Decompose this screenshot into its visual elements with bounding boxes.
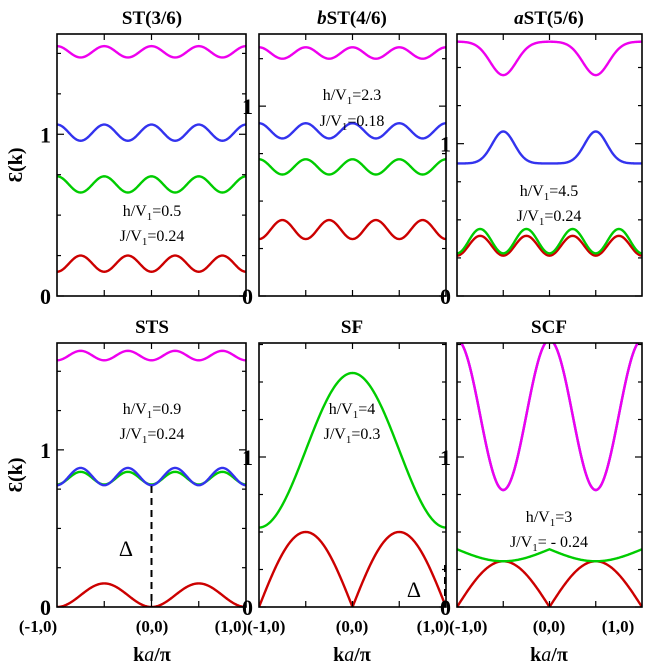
gap-delta-label: Δ bbox=[119, 536, 133, 561]
panel-title-text: ST(3/6) bbox=[122, 8, 182, 29]
panel-title: ST(3/6) bbox=[122, 8, 182, 29]
parameter-annotation: J/V1= - 0.24 bbox=[510, 534, 588, 554]
series-line bbox=[57, 582, 246, 607]
series-line bbox=[259, 158, 446, 176]
y-tick-label: 0 bbox=[440, 595, 451, 620]
x-axis-label: ka/π bbox=[333, 644, 371, 666]
plot-frame bbox=[56, 342, 247, 608]
y-tick-label: 1 bbox=[440, 445, 451, 470]
x-axis-label: ka/π bbox=[133, 644, 171, 666]
plot-frame bbox=[258, 342, 447, 608]
x-tick-label: (-1,0) bbox=[19, 617, 57, 636]
x-axis-labels: (-1,0) (0,0) (1,0)(-1,0) (0,0) (1,0)(-1,0) (0… bbox=[19, 617, 634, 666]
parameter-annotation: h/V1=0.9 bbox=[123, 401, 182, 421]
series-line bbox=[457, 560, 642, 607]
panel-title: bST(4/6) bbox=[317, 8, 387, 29]
panel-title-text: SF bbox=[341, 317, 363, 338]
series-line bbox=[259, 122, 446, 140]
series-line bbox=[57, 466, 246, 487]
curves-p3 bbox=[57, 349, 246, 607]
panel-p3: 0 1 STS Ɛ(k) h/V1=0.9 J/V1=0.24 Δ bbox=[5, 317, 247, 620]
plot-frame bbox=[456, 342, 643, 608]
series-line bbox=[57, 44, 246, 59]
series-line bbox=[459, 343, 640, 492]
x-tick-label: (0,0) bbox=[136, 617, 169, 636]
panel-title: STS bbox=[135, 317, 169, 338]
parameter-annotation: h/V1=3 bbox=[526, 509, 573, 529]
panel-title-text: SCF bbox=[531, 317, 567, 338]
x-axis-label: ka/π bbox=[530, 644, 568, 666]
y-tick-label: 1 bbox=[40, 122, 51, 147]
y-tick-label: 1 bbox=[242, 445, 253, 470]
parameter-annotation: J/V1=0.24 bbox=[120, 426, 185, 446]
panel-title-prefix: b bbox=[317, 8, 327, 29]
panel-p1: 0 1 bST(4/6) h/V1=2.3 J/V1=0.18 bbox=[242, 8, 447, 309]
series-line bbox=[457, 227, 642, 255]
x-tick-label: (1,0) bbox=[602, 617, 635, 636]
curves-p1 bbox=[259, 46, 446, 241]
x-tick-label: (1,0)(-1,0) bbox=[215, 617, 286, 636]
parameter-annotation: J/V1=0.3 bbox=[324, 426, 381, 446]
panel-p5: 0 1 SCF h/V1=3 J/V1= - 0.24 bbox=[440, 317, 643, 620]
series-line bbox=[57, 254, 246, 273]
parameter-annotation: h/V1=4 bbox=[329, 401, 376, 421]
panel-title: aST(5/6) bbox=[514, 8, 584, 29]
parameter-annotation: h/V1=4.5 bbox=[520, 183, 579, 203]
parameter-annotation: h/V1=2.3 bbox=[323, 87, 382, 107]
panel-title: SCF bbox=[531, 317, 567, 338]
panel-p0: 0 1 ST(3/6) Ɛ(k) h/V1=0.5 J/V1=0.24 bbox=[5, 8, 247, 309]
series-line bbox=[57, 175, 246, 194]
y-axis-label: Ɛ(k) bbox=[5, 148, 27, 183]
plot-frame bbox=[258, 33, 447, 297]
curves-p5 bbox=[457, 343, 642, 607]
y-axis-label: Ɛ(k) bbox=[5, 458, 27, 493]
gap-delta-label: Δ bbox=[407, 577, 421, 602]
panel-title-prefix: a bbox=[514, 8, 524, 29]
panel-title-text: STS bbox=[135, 317, 169, 338]
series-line bbox=[457, 234, 642, 257]
y-tick-label: 0 bbox=[40, 284, 51, 309]
panel-title-text: ST(4/6) bbox=[327, 8, 387, 29]
y-tick-label: 0 bbox=[440, 284, 451, 309]
y-tick-label: 1 bbox=[242, 94, 253, 119]
series-line bbox=[57, 349, 246, 362]
panel-p2: 0 1 aST(5/6) h/V1=4.5 J/V1=0.24 bbox=[440, 8, 643, 309]
series-line bbox=[57, 123, 246, 142]
parameter-annotation: h/V1=0.5 bbox=[123, 203, 182, 223]
curves-p4 bbox=[259, 371, 446, 607]
x-tick-label: (0,0) bbox=[533, 617, 566, 636]
panels: 0 1 ST(3/6) Ɛ(k) h/V1=0.5 J/V1=0.24 0 1 bST(4/6)… bbox=[5, 8, 643, 620]
x-tick-label: (0,0) bbox=[336, 617, 369, 636]
parameter-annotation: J/V1=0.18 bbox=[320, 113, 385, 133]
parameter-annotation: J/V1=0.24 bbox=[517, 208, 582, 228]
series-line bbox=[457, 40, 642, 77]
series-line bbox=[459, 343, 640, 492]
curves-p2 bbox=[457, 40, 642, 257]
y-tick-label: 0 bbox=[242, 595, 253, 620]
series-line bbox=[457, 547, 642, 563]
panel-title: SF bbox=[341, 317, 363, 338]
x-tick-label: (1,0)(-1,0) bbox=[417, 617, 488, 636]
y-tick-label: 0 bbox=[40, 595, 51, 620]
series-line bbox=[57, 470, 246, 486]
panel-title-text: ST(5/6) bbox=[524, 8, 584, 29]
curves-p0 bbox=[57, 44, 246, 273]
parameter-annotation: J/V1=0.24 bbox=[120, 228, 185, 248]
series-line bbox=[457, 130, 642, 165]
series-line bbox=[259, 530, 446, 607]
y-tick-label: 1 bbox=[40, 438, 51, 463]
series-line bbox=[259, 46, 446, 60]
y-tick-label: 1 bbox=[440, 132, 451, 157]
panel-p4: 0 1 SF h/V1=4 J/V1=0.3 Δ bbox=[242, 317, 447, 620]
series-line bbox=[259, 371, 446, 529]
y-tick-label: 0 bbox=[242, 284, 253, 309]
series-line bbox=[259, 218, 446, 241]
